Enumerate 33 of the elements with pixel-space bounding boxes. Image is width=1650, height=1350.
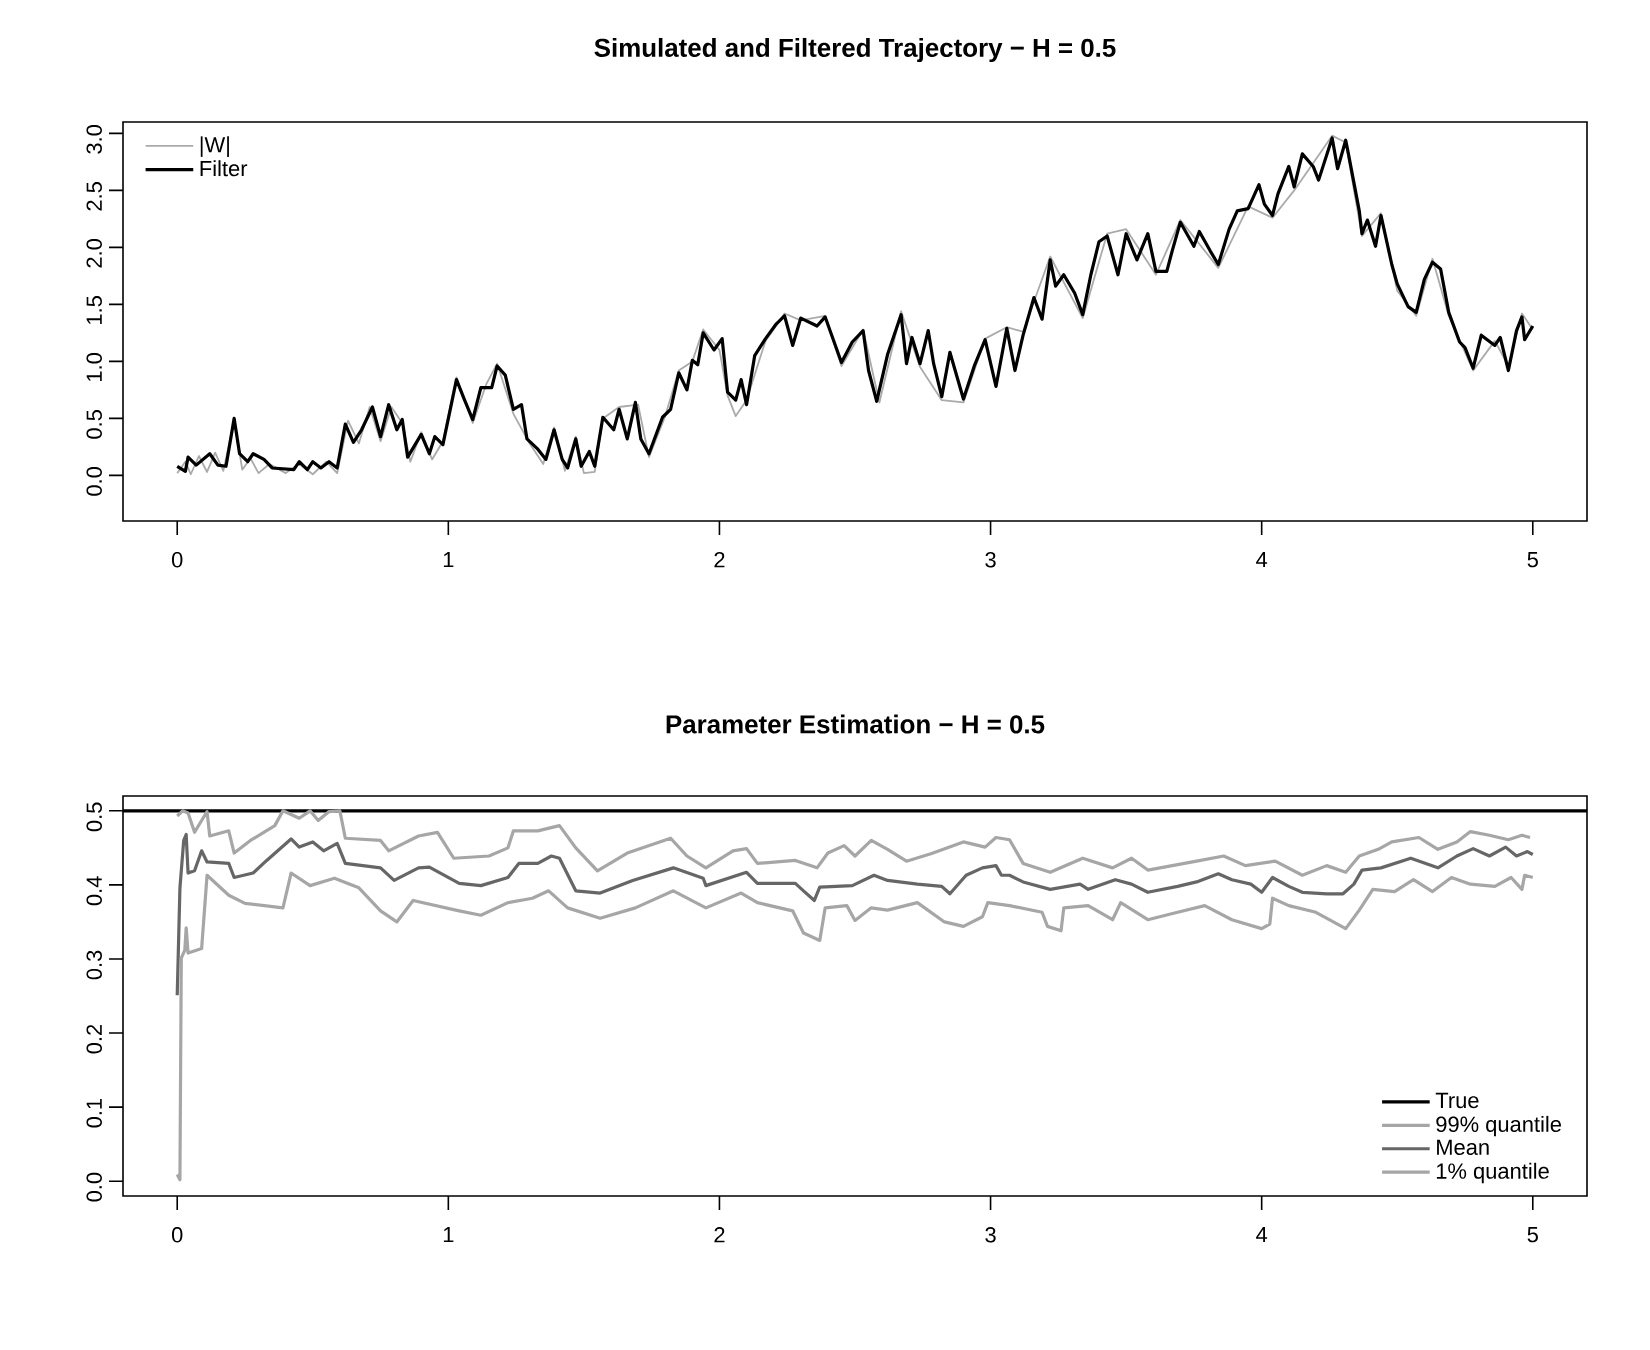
x-tick-label: 4 (1256, 1227, 1268, 1243)
x-tick-label: 0 (171, 552, 183, 568)
x-tick-label: 3 (985, 552, 996, 568)
x-tick-label: 2 (714, 552, 725, 568)
y-tick-label: 1.0 (86, 353, 102, 381)
x-tick-label: 1 (443, 552, 454, 568)
y-tick-label: 0.5 (86, 410, 102, 439)
legend-label: Filter (200, 160, 248, 177)
x-tick-label: 5 (1527, 552, 1538, 568)
legend-label: 99% quantile (1436, 1115, 1561, 1137)
legend-label: Mean (1437, 1139, 1489, 1156)
y-tick-label: 0.4 (86, 876, 102, 906)
y-tick-label: 0.0 (86, 467, 102, 496)
x-tick-label: 3 (985, 1227, 996, 1243)
y-tick-label: 0.5 (86, 802, 102, 832)
y-tick-label: 0.3 (86, 950, 102, 980)
y-tick-label: 2.0 (86, 239, 102, 268)
x-tick-label: 2 (714, 1227, 725, 1243)
chart-title: Simulated and Filtered Trajectory − H = 0.5 (594, 37, 1116, 63)
x-tick-label: 1 (443, 1227, 454, 1243)
x-tick-label: 4 (1256, 552, 1268, 568)
legend-label: 1% quantile (1436, 1162, 1549, 1184)
legend-label: |W| (200, 136, 229, 157)
y-tick-label: 1.5 (86, 296, 102, 324)
y-tick-label: 2.5 (86, 182, 102, 211)
chart-title: Parameter Estimation − H = 0.5 (666, 714, 1045, 734)
y-tick-label: 0.2 (86, 1024, 102, 1054)
x-tick-label: 0 (171, 1227, 183, 1243)
y-tick-label: 0.0 (86, 1172, 102, 1202)
x-tick-label: 5 (1527, 1227, 1538, 1243)
legend-label: True (1435, 1092, 1479, 1109)
y-tick-label: 3.0 (86, 125, 102, 154)
y-tick-label: 0.1 (86, 1098, 102, 1128)
